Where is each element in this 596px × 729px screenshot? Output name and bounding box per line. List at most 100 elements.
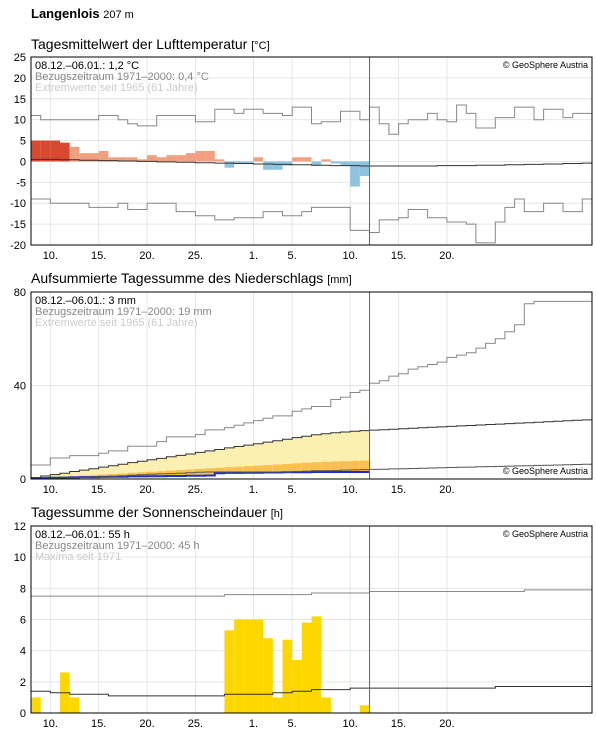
station-elevation: 207 m bbox=[103, 9, 134, 21]
reference-mean-line bbox=[31, 686, 592, 697]
precip-reference-area bbox=[40, 475, 51, 479]
x-tick-label: 20. bbox=[439, 250, 454, 262]
temperature-bar bbox=[359, 161, 370, 177]
precip-partial-area bbox=[350, 460, 360, 472]
temperature-bar bbox=[224, 161, 235, 168]
temperature-bar bbox=[321, 159, 331, 162]
temperature-bar bbox=[243, 161, 254, 164]
y-tick-label: 6 bbox=[20, 615, 26, 627]
precip-reference-area bbox=[253, 443, 264, 473]
x-tick-label: 20. bbox=[139, 250, 154, 262]
y-tick-label: 0 bbox=[20, 156, 26, 168]
temperature-bar bbox=[118, 157, 128, 162]
precip-reference-area bbox=[69, 471, 80, 478]
precip-reference-area bbox=[118, 464, 128, 477]
x-tick-label: 10. bbox=[43, 484, 58, 496]
sunshine-bar bbox=[301, 622, 312, 713]
station-title: Langenlois 207 m bbox=[31, 6, 134, 21]
x-tick-label: 25. bbox=[188, 250, 203, 262]
x-tick-label: 20. bbox=[439, 484, 454, 496]
temperature-bar bbox=[253, 157, 264, 162]
precip-reference-area bbox=[359, 430, 370, 472]
precip-partial-area bbox=[224, 467, 235, 473]
info-line: Bezugszeitraum 1971–2000: 19 mm bbox=[35, 306, 212, 318]
precip-reference-area bbox=[340, 432, 351, 472]
sunshine-bar bbox=[311, 616, 322, 713]
temperature-title: Tagesmittelwert der Lufttemperatur [°C] bbox=[31, 36, 270, 52]
precip-reference-area bbox=[205, 450, 215, 476]
x-tick-label: 15. bbox=[91, 250, 106, 262]
info-line: Maxima seit 1971 bbox=[35, 551, 121, 563]
temperature-title-text: Tagesmittelwert der Lufttemperatur bbox=[31, 36, 248, 52]
precip-partial-area bbox=[253, 465, 264, 473]
precip-reference-area bbox=[108, 465, 119, 477]
y-tick-label: 80 bbox=[14, 287, 26, 299]
y-tick-label: 15 bbox=[14, 94, 26, 106]
y-tick-label: 5 bbox=[20, 136, 26, 148]
x-tick-label: 5. bbox=[288, 484, 297, 496]
precip-reference-area bbox=[127, 462, 138, 477]
sunshine-bar bbox=[69, 697, 80, 713]
precip-partial-area bbox=[292, 463, 302, 473]
temperature-bar bbox=[195, 151, 206, 162]
precip-reference-area bbox=[79, 470, 90, 478]
x-tick-label: 15. bbox=[391, 718, 406, 729]
credit-label: © GeoSphere Austria bbox=[503, 466, 588, 476]
info-line: Bezugszeitraum 1971–2000: 45 h bbox=[35, 540, 200, 552]
precip-reference-area bbox=[243, 445, 254, 473]
x-tick-label: 20. bbox=[139, 484, 154, 496]
sunshine-bar bbox=[272, 697, 283, 713]
temperature-bar bbox=[340, 161, 351, 166]
temperature-bar bbox=[50, 140, 61, 162]
precip-reference-area bbox=[311, 434, 322, 472]
plot-frame bbox=[30, 56, 593, 246]
temperature-bar bbox=[156, 157, 167, 162]
precip-reference-area bbox=[166, 456, 177, 476]
x-tick-label: 15. bbox=[391, 250, 406, 262]
temperature-bar bbox=[69, 146, 80, 162]
y-tick-label: 25 bbox=[14, 52, 26, 64]
temperature-bar bbox=[98, 151, 109, 162]
credit-label: © GeoSphere Austria bbox=[503, 60, 588, 70]
sunshine-bar bbox=[321, 697, 331, 713]
x-tick-label: 15. bbox=[391, 484, 406, 496]
temperature-bar bbox=[205, 151, 215, 162]
precip-partial-area bbox=[127, 472, 138, 477]
x-tick-label: 20. bbox=[439, 718, 454, 729]
precip-reference-area bbox=[185, 453, 196, 476]
info-line: 08.12.–06.01.: 55 h bbox=[35, 529, 130, 541]
temperature-bar bbox=[147, 155, 157, 162]
precip-reference-area bbox=[98, 467, 109, 477]
temperature-bar bbox=[185, 153, 196, 162]
precipitation-title: Aufsummierte Tagessumme des Niederschlag… bbox=[31, 270, 352, 286]
extreme-max-line bbox=[31, 300, 592, 466]
y-tick-label: -10 bbox=[10, 198, 26, 210]
sunshine-unit: [h] bbox=[270, 508, 283, 520]
temperature-bar bbox=[31, 140, 41, 162]
y-tick-label: 4 bbox=[20, 646, 26, 658]
sunshine-bar bbox=[234, 619, 244, 713]
temperature-bar bbox=[272, 161, 283, 170]
x-tick-label: 5. bbox=[288, 718, 297, 729]
precip-reference-area bbox=[156, 458, 167, 477]
precip-reference-area bbox=[147, 459, 157, 477]
y-tick-label: 20 bbox=[14, 73, 26, 85]
y-tick-label: 8 bbox=[20, 583, 26, 595]
x-tick-label: 10. bbox=[343, 484, 358, 496]
precipitation-title-text: Aufsummierte Tagessumme des Niederschlag… bbox=[31, 270, 324, 286]
precip-reference-area bbox=[60, 473, 70, 478]
precip-partial-area bbox=[330, 461, 341, 472]
precip-reference-area bbox=[50, 474, 61, 478]
precip-reference-area bbox=[330, 432, 341, 472]
precip-reference-area bbox=[263, 442, 273, 473]
precip-partial-area bbox=[243, 466, 254, 473]
precip-partial-area bbox=[321, 461, 331, 472]
y-tick-label: -20 bbox=[10, 240, 26, 252]
sunshine-title-text: Tagessumme der Sonnenscheindauer bbox=[31, 504, 267, 520]
temperature-bar bbox=[263, 161, 273, 170]
precip-reference-area bbox=[137, 461, 148, 477]
sunshine-bar bbox=[292, 660, 302, 713]
sunshine-bar bbox=[224, 630, 235, 713]
info-line: 08.12.–06.01.: 1,2 °C bbox=[35, 60, 139, 72]
temperature-bar bbox=[60, 142, 70, 162]
